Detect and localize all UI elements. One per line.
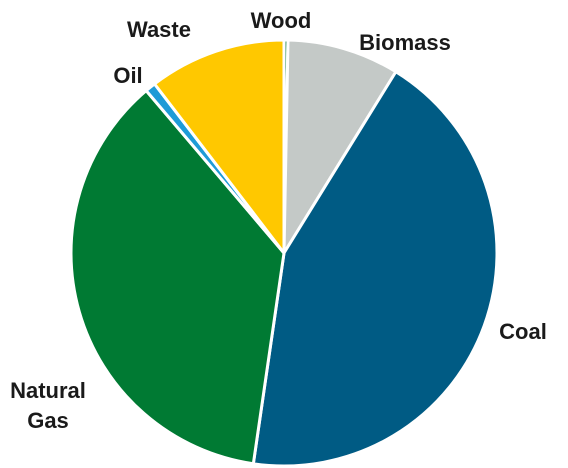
slice-natural-gas xyxy=(69,89,286,466)
slice-waste xyxy=(153,38,286,255)
label-wood: Wood xyxy=(251,8,312,33)
label-biomass: Biomass xyxy=(359,30,451,55)
pie-slices xyxy=(69,38,499,468)
pie-labels: Wood Biomass Coal Natural Gas Oil Waste xyxy=(10,8,547,433)
slice-coal xyxy=(251,70,499,468)
label-waste: Waste xyxy=(127,17,191,42)
label-oil: Oil xyxy=(113,63,142,88)
slice-biomass xyxy=(282,38,398,255)
label-natural-gas: Natural Gas xyxy=(10,378,86,433)
label-coal: Coal xyxy=(499,319,547,344)
